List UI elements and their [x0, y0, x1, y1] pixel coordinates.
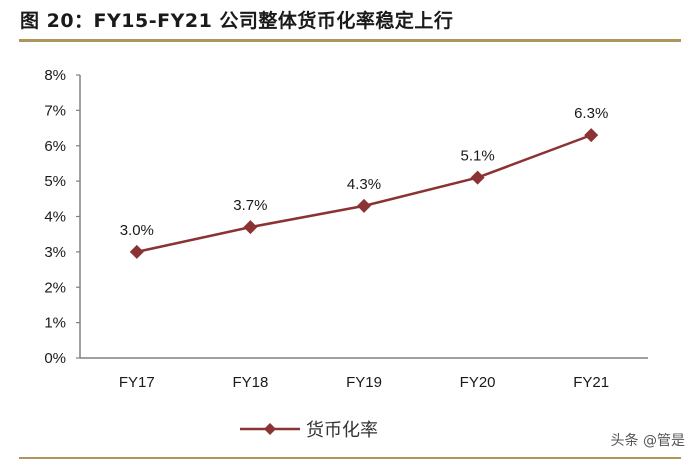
- data-point-marker: [129, 244, 144, 259]
- x-tick-label: FY19: [346, 374, 382, 391]
- watermark: 头条 @管是: [610, 433, 685, 449]
- y-tick-label: 7%: [44, 102, 66, 119]
- y-tick-label: 3%: [44, 244, 66, 261]
- data-label: 6.3%: [574, 105, 608, 122]
- x-tick-label: FY21: [573, 374, 609, 391]
- bottom-divider: [19, 457, 681, 459]
- y-tick-label: 1%: [44, 315, 66, 332]
- x-tick-label: FY20: [460, 374, 496, 391]
- data-label: 3.0%: [120, 222, 154, 239]
- y-tick-label: 4%: [44, 209, 66, 226]
- y-tick-label: 8%: [44, 67, 66, 84]
- x-tick-label: FY17: [119, 374, 155, 391]
- y-tick-label: 2%: [44, 279, 66, 296]
- data-label: 4.3%: [347, 176, 381, 193]
- figure-title: 图 20：FY15-FY21 公司整体货币化率稳定上行: [20, 10, 454, 32]
- y-tick-label: 0%: [44, 350, 66, 367]
- data-label: 5.1%: [460, 148, 494, 165]
- data-label: 3.7%: [233, 197, 267, 214]
- x-tick-label: FY18: [232, 374, 268, 391]
- top-divider: [19, 39, 681, 42]
- legend: 货币化率: [240, 416, 378, 442]
- y-tick-label: 5%: [44, 173, 66, 190]
- data-point-marker: [584, 128, 599, 143]
- data-point-marker: [243, 220, 258, 235]
- y-tick-label: 6%: [44, 138, 66, 155]
- series-line: [136, 133, 592, 254]
- data-point-marker: [357, 198, 371, 213]
- legend-marker-icon: [240, 423, 300, 435]
- legend-label: 货币化率: [306, 420, 378, 441]
- data-point-marker: [470, 170, 485, 185]
